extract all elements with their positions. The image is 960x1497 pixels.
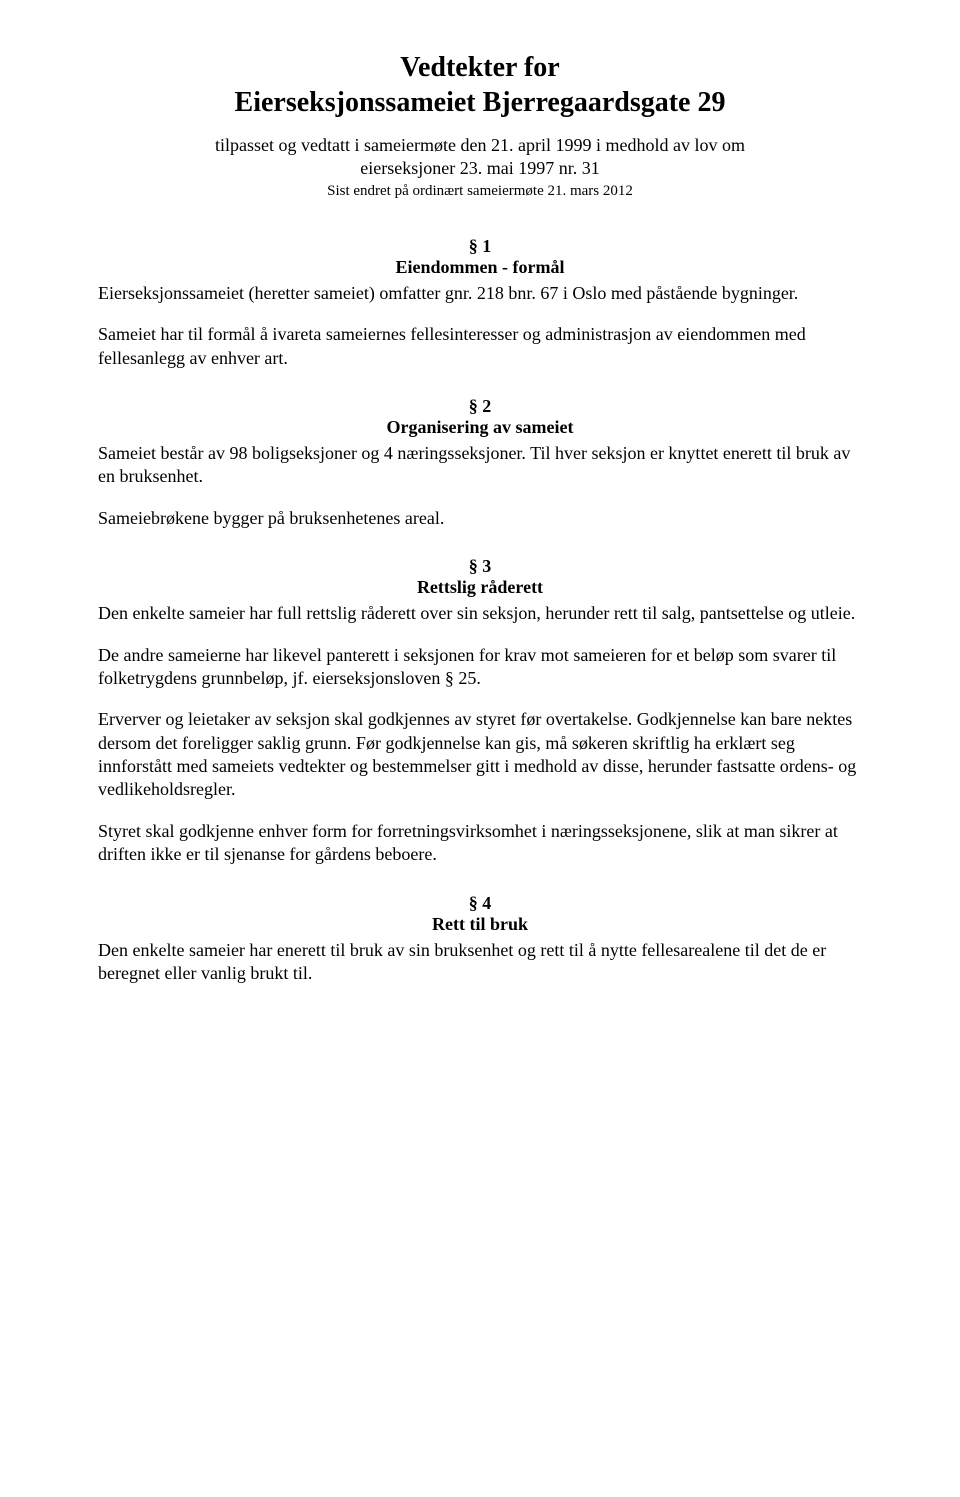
section-2-para-2: Sameiebrøkene bygger på bruksenhetenes a… xyxy=(98,507,862,530)
section-3: § 3 Rettslig råderett Den enkelte sameie… xyxy=(98,556,862,867)
section-3-title: Rettslig råderett xyxy=(98,577,862,598)
section-4-title: Rett til bruk xyxy=(98,914,862,935)
section-2-title: Organisering av sameiet xyxy=(98,417,862,438)
section-1: § 1 Eiendommen - formål Eierseksjonssame… xyxy=(98,236,862,370)
section-4-num: § 4 xyxy=(98,893,862,914)
title-line-2: Eierseksjonssameiet Bjerregaardsgate 29 xyxy=(98,85,862,120)
section-2-para-1: Sameiet består av 98 boligseksjoner og 4… xyxy=(98,442,862,489)
section-2-num: § 2 xyxy=(98,396,862,417)
section-3-para-3: Erverver og leietaker av seksjon skal go… xyxy=(98,708,862,802)
section-3-num: § 3 xyxy=(98,556,862,577)
section-4-para-1: Den enkelte sameier har enerett til bruk… xyxy=(98,939,862,986)
section-2: § 2 Organisering av sameiet Sameiet best… xyxy=(98,396,862,530)
section-3-para-1: Den enkelte sameier har full rettslig rå… xyxy=(98,602,862,625)
subtitle: tilpasset og vedtatt i sameiermøte den 2… xyxy=(98,134,862,181)
sub-note: Sist endret på ordinært sameiermøte 21. … xyxy=(98,183,862,200)
section-1-para-1: Eierseksjonssameiet (heretter sameiet) o… xyxy=(98,282,862,305)
title-line-1: Vedtekter for xyxy=(98,50,862,85)
title-block: Vedtekter for Eierseksjonssameiet Bjerre… xyxy=(98,50,862,120)
section-1-title: Eiendommen - formål xyxy=(98,257,862,278)
section-3-para-2: De andre sameierne har likevel panterett… xyxy=(98,644,862,691)
section-3-para-4: Styret skal godkjenne enhver form for fo… xyxy=(98,820,862,867)
subtitle-line-1: tilpasset og vedtatt i sameiermøte den 2… xyxy=(215,135,745,155)
section-1-num: § 1 xyxy=(98,236,862,257)
document-page: Vedtekter for Eierseksjonssameiet Bjerre… xyxy=(0,0,960,1497)
section-1-para-2: Sameiet har til formål å ivareta sameier… xyxy=(98,323,862,370)
subtitle-line-2: eierseksjoner 23. mai 1997 nr. 31 xyxy=(360,158,599,178)
section-4: § 4 Rett til bruk Den enkelte sameier ha… xyxy=(98,893,862,986)
